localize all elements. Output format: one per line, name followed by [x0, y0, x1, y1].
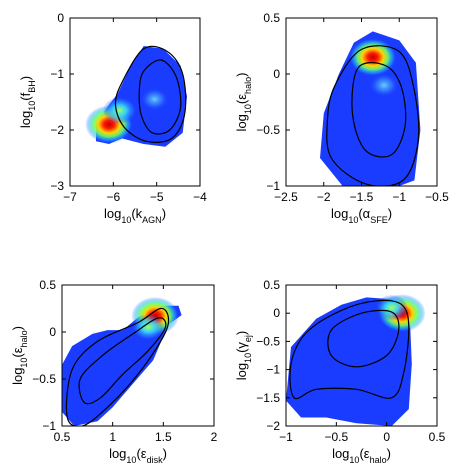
y-tick-label: 0.5	[263, 278, 280, 292]
x-tick-label: −2.5	[274, 190, 298, 204]
axes: 0.5 1 1.5 2 −1 −0.5 0 0.5	[32, 278, 217, 444]
panel-halo-efficiency-vs-star-formation: −2.5 −2 −1.5 −1 −0.5 −1 −0.5 0 0.5 log10(αSFE) l…	[234, 11, 449, 225]
x-tick-label: −4	[193, 190, 207, 204]
x-axis-label: log10(αSFE)	[331, 206, 392, 225]
y-tick-label: 0	[57, 11, 64, 25]
density-peak	[131, 314, 165, 341]
density-peak	[102, 96, 137, 124]
x-tick-label: −1	[392, 190, 406, 204]
x-tick-label: −2	[317, 190, 331, 204]
axes: −2.5 −2 −1.5 −1 −0.5 −1 −0.5 0 0.5	[256, 11, 449, 204]
x-tick-label: −0.5	[425, 190, 449, 204]
x-tick-label: −6	[106, 190, 120, 204]
y-tick-label: −2	[50, 123, 64, 137]
y-tick-label: 0	[273, 67, 280, 81]
x-axis-label: log10(εhalo)	[332, 446, 391, 465]
plot-frame	[69, 17, 201, 187]
plot-area	[85, 45, 187, 147]
contour-line	[114, 45, 187, 143]
x-tick-label: 1	[109, 430, 116, 444]
y-tick-label: 0.5	[39, 278, 56, 292]
x-tick-label: 0.5	[54, 430, 71, 444]
contour-line	[78, 317, 167, 405]
plot-area	[286, 294, 426, 426]
x-tick-label: −1	[279, 430, 293, 444]
density-region	[320, 31, 421, 186]
y-tick-label: −1	[42, 419, 56, 433]
x-tick-label: 1.5	[155, 430, 172, 444]
y-tick-label: −2	[266, 419, 280, 433]
density-peak	[369, 73, 399, 97]
plot-area	[320, 31, 421, 186]
y-tick-label: −3	[50, 179, 64, 193]
axes: −7 −6 −5 −4 −3 −2 −1 0	[50, 11, 207, 204]
plot-frame	[61, 284, 215, 427]
x-tick-label: 0.5	[429, 430, 446, 444]
contour-line	[289, 299, 410, 400]
contour-line	[65, 307, 170, 426]
contour-line	[138, 59, 182, 135]
y-tick-label: −1	[50, 67, 64, 81]
x-tick-label: −1.5	[350, 190, 374, 204]
y-axis-label: log10(γej)	[234, 331, 253, 381]
x-tick-label: 2	[211, 430, 218, 444]
plot-frame	[285, 284, 438, 427]
panel-halo-efficiency-vs-disk-efficiency: 0.5 1 1.5 2 −1 −0.5 0 0.5 log10(εdisk) log10(εh…	[10, 278, 218, 465]
y-tick-label: 0	[273, 306, 280, 320]
density-peak	[349, 38, 397, 77]
density-peak	[375, 294, 409, 321]
x-axis-label: log10(kAGN)	[104, 206, 166, 225]
density-region	[286, 297, 412, 426]
y-tick-label: −0.5	[32, 372, 56, 386]
panel-black-hole-fraction-vs-agn: −7 −6 −5 −4 −3 −2 −1 0 log10(kAGN) log10(fBH)	[18, 11, 207, 225]
axes: −1 −0.5 0 0.5 −2 −1.5 −1 −0.5 0 0.5	[256, 278, 445, 444]
contour-line	[326, 45, 420, 186]
x-tick-label: −5	[150, 190, 164, 204]
x-tick-label: −0.5	[324, 430, 348, 444]
y-tick-label: −1	[266, 363, 280, 377]
x-tick-label: −7	[63, 190, 77, 204]
y-tick-label: −0.5	[256, 334, 280, 348]
x-axis-label: log10(εdisk)	[109, 446, 167, 465]
y-axis-label: log10(εhalo)	[10, 326, 29, 385]
contour-line	[351, 62, 407, 158]
y-tick-label: −1	[266, 179, 280, 193]
y-tick-label: −0.5	[256, 123, 280, 137]
plot-area	[62, 297, 182, 426]
contour-line	[327, 309, 400, 368]
y-tick-label: 0.5	[263, 11, 280, 25]
y-axis-label: log10(εhalo)	[234, 73, 253, 132]
panel-ejection-vs-halo-efficiency: −1 −0.5 0 0.5−2−1.5−1−0.500.5 log10(εhalo) …	[234, 278, 446, 465]
y-axis-label: log10(fBH)	[18, 76, 37, 128]
x-tick-label: 0	[383, 430, 390, 444]
y-tick-label: 0	[49, 325, 56, 339]
density-peak	[140, 88, 169, 111]
y-tick-label: −1.5	[256, 391, 280, 405]
